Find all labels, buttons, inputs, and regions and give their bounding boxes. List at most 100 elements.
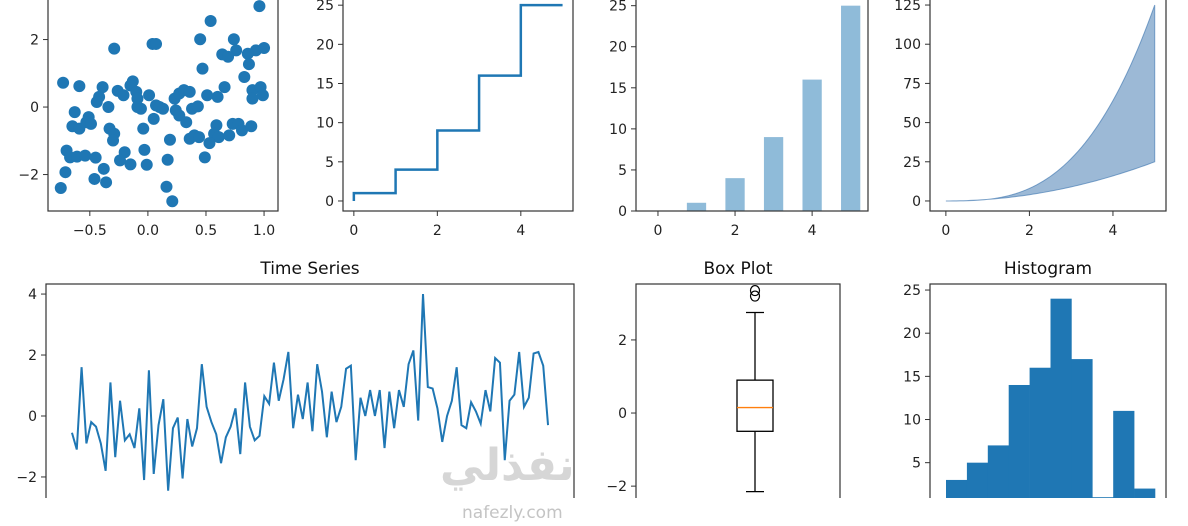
subplot-step: 0 2 4 0 5 10 15 20 25	[316, 0, 574, 239]
scatter-point	[59, 166, 72, 179]
subplot-line: −2 0 2 4 Time Series	[16, 259, 575, 526]
scatter-point	[223, 129, 236, 142]
scatter-point	[212, 131, 225, 144]
scatter-point	[57, 76, 70, 89]
scatter-point	[114, 154, 127, 167]
y-tick-label: 0	[912, 194, 921, 210]
scatter-point	[235, 124, 248, 137]
y-tick-label: 10	[609, 122, 627, 138]
x-tick-label: 0	[349, 223, 358, 239]
scatter-point	[245, 120, 258, 133]
scatter-point	[73, 80, 86, 93]
y-tick-label: 5	[325, 155, 334, 171]
scatter-point	[191, 100, 204, 113]
x-tick-label: 4	[808, 223, 817, 239]
scatter-point	[166, 195, 179, 208]
scatter-point	[73, 122, 86, 135]
scatter-point	[138, 143, 151, 156]
x-tick-label: 0	[654, 223, 663, 239]
scatter-point	[124, 158, 137, 171]
x-tick-label: 2	[433, 223, 442, 239]
y-tick-label: 20	[316, 37, 334, 53]
bar	[841, 5, 861, 212]
subplot-box: −2 0 2 Box Plot	[606, 259, 841, 526]
x-tick-label: 0	[941, 223, 950, 239]
bottom-crop	[0, 498, 1188, 526]
scatter-point	[157, 102, 169, 115]
axes-frame	[45, 283, 575, 526]
x-tick-label: 2	[1025, 223, 1034, 239]
scatter-point	[54, 182, 67, 195]
scatter-point	[256, 89, 269, 102]
subplot-scatter: −0.5 0.0 0.5 1.0 −2 0 2	[18, 0, 279, 239]
scatter-point	[204, 14, 217, 27]
step-line	[352, 3, 563, 201]
scatter-point	[218, 81, 231, 94]
x-tick-label: 4	[1108, 223, 1117, 239]
scatter-point	[222, 50, 235, 63]
x-tick-label: 0.0	[137, 223, 159, 239]
y-tick-label: 0	[618, 406, 627, 422]
scatter-point	[238, 71, 251, 84]
y-tick-label: 5	[618, 163, 627, 179]
y-tick-label: 4	[28, 287, 37, 303]
scatter-point	[183, 85, 196, 98]
x-tick-label: 0.5	[195, 223, 217, 239]
scatter-point	[163, 133, 176, 146]
bar	[802, 79, 822, 211]
scatter-point	[108, 42, 121, 55]
y-tick-label: 100	[894, 37, 921, 53]
scatter-point	[193, 131, 206, 144]
axes-frame	[342, 0, 574, 212]
watermark-url: nafezly.com	[462, 503, 563, 523]
y-tick-label: 125	[894, 0, 921, 14]
box	[736, 379, 774, 432]
histogram-bar	[1029, 367, 1051, 506]
histogram-bar	[987, 445, 1009, 506]
scatter-point	[161, 153, 174, 166]
subplot-bar: 0 2 4 0 5 10 15 20 25	[609, 0, 869, 239]
scatter-point	[84, 117, 97, 130]
y-tick-label: 15	[316, 76, 334, 92]
scatter-point	[143, 89, 156, 102]
time-series-line	[71, 294, 550, 491]
y-tick-label: 2	[618, 333, 627, 349]
subplot-area: 0 2 4 0 25 50 75 100 125	[894, 0, 1167, 239]
watermark-arabic: نفذلي	[440, 440, 575, 491]
bar	[725, 178, 745, 211]
scatter-point	[180, 116, 193, 129]
axes-frame	[47, 0, 279, 212]
scatter-point	[242, 58, 255, 71]
y-tick-label: −2	[606, 479, 627, 495]
y-tick-label: 25	[903, 283, 921, 299]
scatter-point	[241, 47, 254, 60]
y-tick-label: 20	[903, 326, 921, 342]
filled-area	[945, 4, 1156, 202]
scatter-point	[107, 134, 120, 147]
y-tick-label: 15	[903, 369, 921, 385]
scatter-point	[89, 151, 102, 164]
subplot-histogram: 0510152025Histogram	[903, 259, 1167, 526]
y-tick-label: −2	[18, 168, 39, 184]
y-tick-label: 25	[609, 0, 627, 15]
y-tick-label: 10	[903, 413, 921, 429]
scatter-point	[198, 151, 211, 164]
bar	[763, 137, 784, 211]
x-tick-label: 1.0	[253, 223, 275, 239]
scatter-point	[227, 33, 240, 46]
scatter-point	[147, 112, 160, 125]
x-tick-label: 2	[731, 223, 740, 239]
y-tick-label: 5	[912, 456, 921, 472]
scatter-point	[211, 90, 224, 103]
scatter-point	[131, 92, 144, 105]
y-tick-label: 0	[618, 204, 627, 220]
histogram-bar	[1050, 298, 1072, 506]
scatter-point	[117, 89, 130, 102]
scatter-point	[134, 102, 147, 115]
y-tick-label: 2	[30, 33, 39, 49]
scatter-point	[97, 162, 110, 175]
scatter-point	[194, 33, 207, 46]
histogram-bar	[966, 462, 989, 506]
scatter-point	[68, 106, 81, 119]
